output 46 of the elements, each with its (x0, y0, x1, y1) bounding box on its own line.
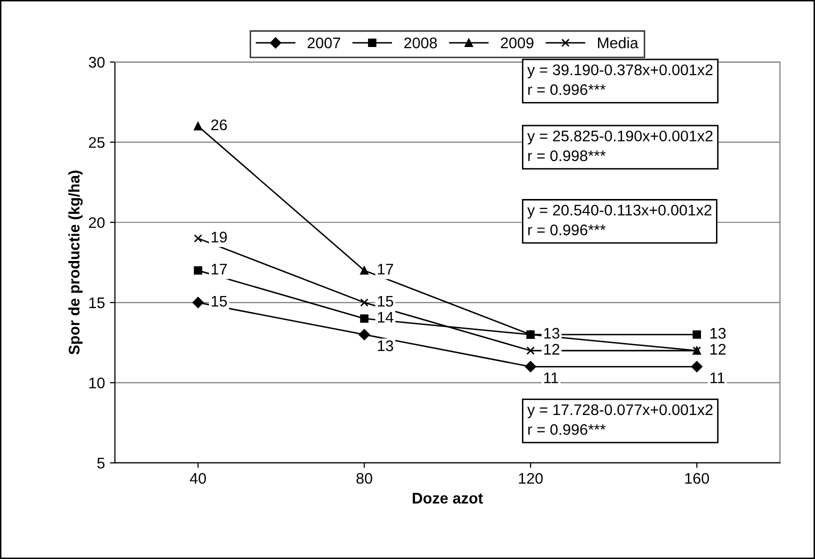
point (194, 234, 202, 243)
y-tick-label: 20 (88, 217, 105, 228)
point (194, 122, 202, 130)
x-tick-label: 80 (356, 472, 372, 484)
point (360, 266, 368, 275)
data-label: 17 (378, 264, 394, 274)
data-label: 11 (544, 372, 558, 384)
point (524, 361, 536, 372)
annotation: y = 20.540-0.113x+0.001x2 r = 0.996*** (527, 204, 712, 236)
y-tick-label: 10 (89, 378, 105, 388)
point (526, 346, 535, 355)
data-label: 12 (710, 344, 726, 355)
legend-label: Media (598, 37, 638, 48)
data-label: 26 (211, 119, 227, 130)
data-label: 13 (544, 328, 560, 339)
data-label: 14 (378, 312, 394, 323)
point (691, 361, 702, 372)
data-label: 15 (212, 296, 227, 307)
y-axis-title: Spor de productie (kg/ha) (68, 170, 83, 355)
point (360, 314, 368, 323)
y-tick-label: 30 (88, 56, 105, 68)
point (358, 328, 370, 340)
data-label: 17 (212, 264, 227, 274)
legend-label: 2009 (500, 38, 534, 48)
point (360, 298, 368, 307)
y-tick-label: 25 (88, 137, 105, 148)
point (192, 296, 204, 308)
data-label: 12 (544, 344, 560, 355)
legend-label: 2008 (404, 38, 437, 48)
annotation: y = 39.190-0.378x+0.001x2 r = 0.996*** (527, 64, 712, 96)
data-label: 13 (378, 340, 394, 352)
y-tick-label: 15 (89, 298, 105, 308)
x-tick-label: 160 (685, 472, 709, 484)
x-tick-label: 120 (518, 472, 543, 484)
data-label: 15 (378, 296, 394, 307)
data-label: 11 (710, 372, 724, 384)
x-tick-label: 40 (190, 472, 206, 484)
x-axis-title: Doze azot (412, 492, 483, 504)
y-tick-label: 5 (97, 458, 105, 469)
data-label: 13 (710, 328, 726, 339)
annotation: y = 17.728-0.077x+0.001x2 r = 0.996*** (527, 404, 712, 435)
annotation: y = 25.825-0.190x+0.001x2 r = 0.998*** (527, 130, 712, 162)
point (194, 266, 202, 275)
data-label: 19 (212, 232, 227, 243)
legend-label: 2007 (308, 38, 340, 48)
point (692, 330, 701, 339)
